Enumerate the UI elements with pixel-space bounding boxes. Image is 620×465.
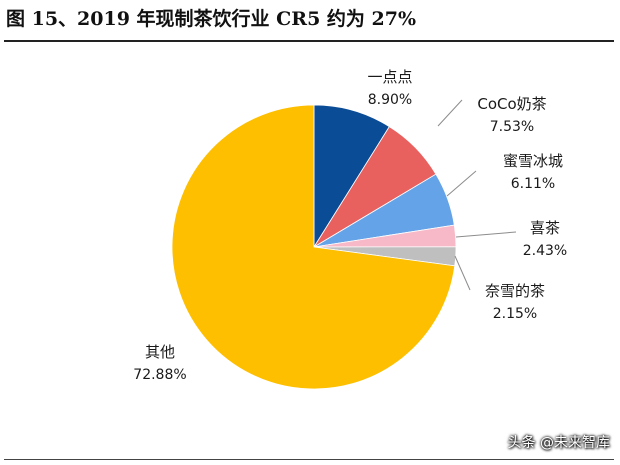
slice-label-name: 一点点 bbox=[367, 68, 412, 86]
slice-label-value: 2.15% bbox=[493, 306, 537, 322]
leader-lines bbox=[437, 99, 517, 291]
slice-label-name: 奈雪的茶 bbox=[485, 282, 545, 300]
slice-labels: 一点点 8.90% CoCo奶茶 7.53% 蜜雪冰城 6.11% 喜茶 2.43% 奈雪的茶 2… bbox=[133, 68, 567, 383]
slice-label-value: 72.88% bbox=[133, 367, 186, 383]
slice-label-name: CoCo奶茶 bbox=[477, 95, 546, 113]
bottom-rule bbox=[4, 459, 614, 460]
leader-line-5 bbox=[454, 255, 471, 291]
slice-label-value: 2.43% bbox=[523, 243, 567, 259]
leader-line-2 bbox=[437, 99, 463, 127]
slice-label-name: 喜茶 bbox=[530, 219, 560, 237]
slice-label-name: 蜜雪冰城 bbox=[503, 152, 563, 170]
slice-label-name: 其他 bbox=[145, 343, 175, 361]
slice-label-value: 6.11% bbox=[511, 176, 555, 192]
watermark-text: 头条 @未来智库 bbox=[507, 435, 610, 451]
slice-label-value: 8.90% bbox=[368, 92, 412, 108]
title-rule bbox=[4, 40, 614, 42]
pie-slices bbox=[171, 104, 457, 390]
leader-line-3 bbox=[446, 170, 477, 197]
slice-label-value: 7.53% bbox=[490, 119, 534, 135]
figure-title: 图 15、2019 年现制茶饮行业 CR5 约为 27% bbox=[6, 8, 417, 30]
pie-slice-6 bbox=[171, 104, 456, 390]
leader-line-4 bbox=[455, 231, 517, 238]
